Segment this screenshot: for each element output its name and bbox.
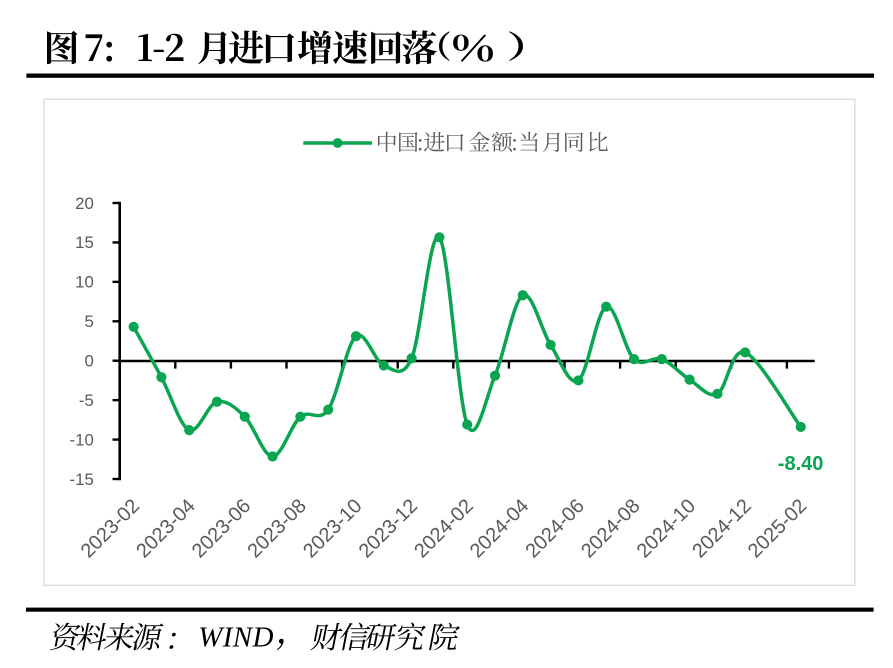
- svg-text:0: 0: [84, 352, 93, 371]
- svg-text:WIND: WIND: [198, 621, 274, 653]
- svg-text:10: 10: [75, 273, 94, 292]
- svg-text:5: 5: [84, 312, 93, 331]
- svg-text:-10: -10: [70, 430, 94, 449]
- svg-text:-8.40: -8.40: [778, 453, 824, 475]
- svg-text:-5: -5: [79, 391, 94, 410]
- svg-text:20: 20: [75, 194, 94, 213]
- svg-text:-15: -15: [70, 470, 94, 489]
- svg-text:15: 15: [75, 233, 94, 252]
